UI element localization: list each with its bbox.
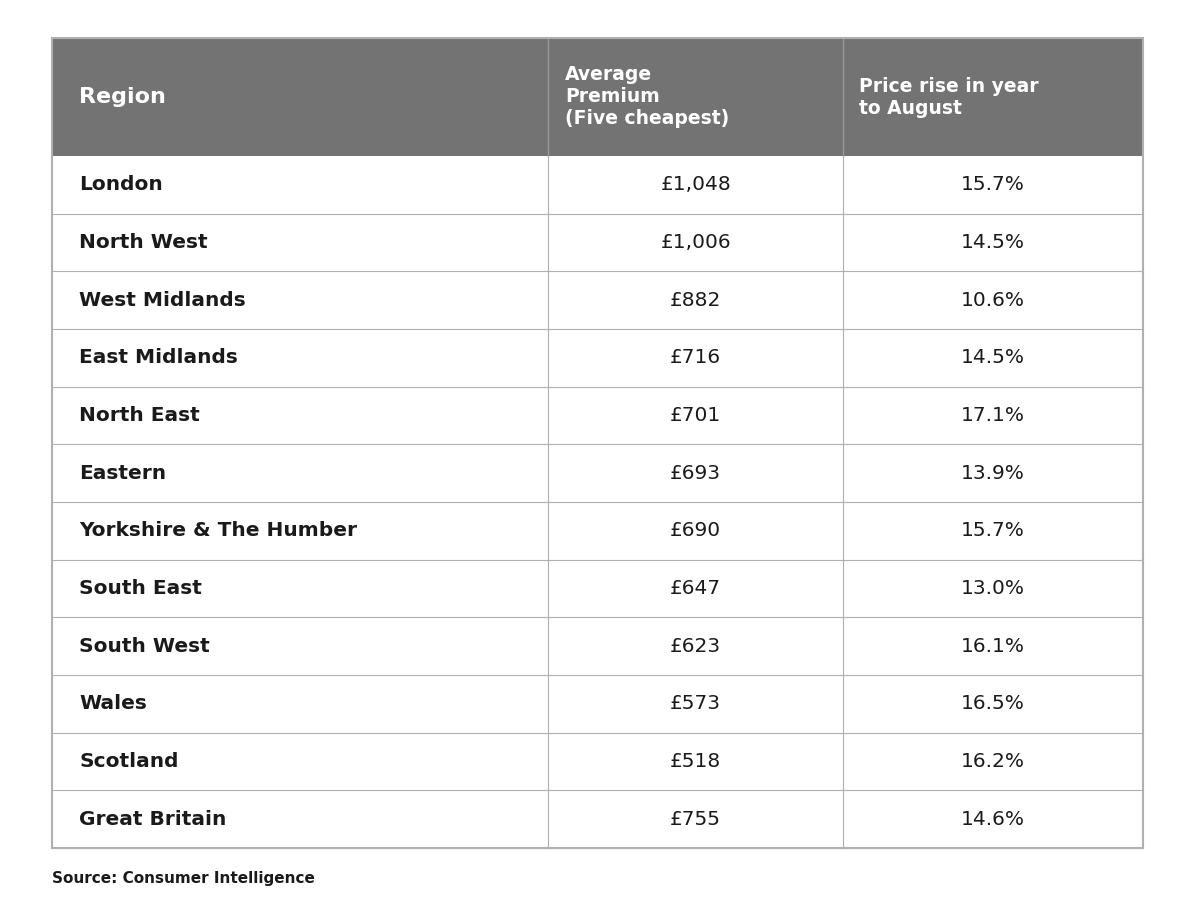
Text: 13.9%: 13.9% [961, 464, 1025, 483]
Text: £623: £623 [670, 636, 722, 655]
Text: East Midlands: East Midlands [79, 348, 238, 367]
Text: £690: £690 [670, 522, 722, 540]
Text: Great Britain: Great Britain [79, 810, 227, 829]
Text: 14.6%: 14.6% [961, 810, 1025, 829]
Text: £755: £755 [670, 810, 722, 829]
Text: £716: £716 [670, 348, 722, 367]
Text: 17.1%: 17.1% [961, 406, 1025, 425]
Text: £701: £701 [670, 406, 722, 425]
Text: £518: £518 [670, 752, 722, 771]
Text: £882: £882 [670, 291, 722, 310]
Text: 13.0%: 13.0% [961, 579, 1025, 598]
Text: Scotland: Scotland [79, 752, 179, 771]
Text: 15.7%: 15.7% [961, 175, 1025, 195]
Bar [53, 38, 1142, 156]
Text: Source: Consumer Intelligence: Source: Consumer Intelligence [53, 871, 314, 885]
Text: 10.6%: 10.6% [961, 291, 1025, 310]
Bar [53, 38, 1142, 848]
Text: 16.2%: 16.2% [961, 752, 1025, 771]
Text: Wales: Wales [79, 694, 147, 714]
Text: 14.5%: 14.5% [961, 348, 1025, 367]
Text: West Midlands: West Midlands [79, 291, 246, 310]
Text: London: London [79, 175, 163, 195]
Text: Region: Region [79, 87, 166, 107]
Text: Eastern: Eastern [79, 464, 166, 483]
Text: 16.5%: 16.5% [961, 694, 1025, 714]
Text: £647: £647 [670, 579, 722, 598]
Text: 14.5%: 14.5% [961, 233, 1025, 252]
Text: 16.1%: 16.1% [961, 636, 1025, 655]
Text: Average
Premium
(Five cheapest): Average Premium (Five cheapest) [565, 65, 729, 128]
Text: 15.7%: 15.7% [961, 522, 1025, 540]
Text: £1,048: £1,048 [661, 175, 731, 195]
Text: Price rise in year
to August: Price rise in year to August [859, 76, 1038, 117]
Text: North East: North East [79, 406, 200, 425]
Text: £573: £573 [670, 694, 722, 714]
Text: South East: South East [79, 579, 202, 598]
Text: £1,006: £1,006 [661, 233, 731, 252]
Text: North West: North West [79, 233, 208, 252]
Text: South West: South West [79, 636, 210, 655]
Text: Yorkshire & The Humber: Yorkshire & The Humber [79, 522, 357, 540]
Text: £693: £693 [670, 464, 722, 483]
